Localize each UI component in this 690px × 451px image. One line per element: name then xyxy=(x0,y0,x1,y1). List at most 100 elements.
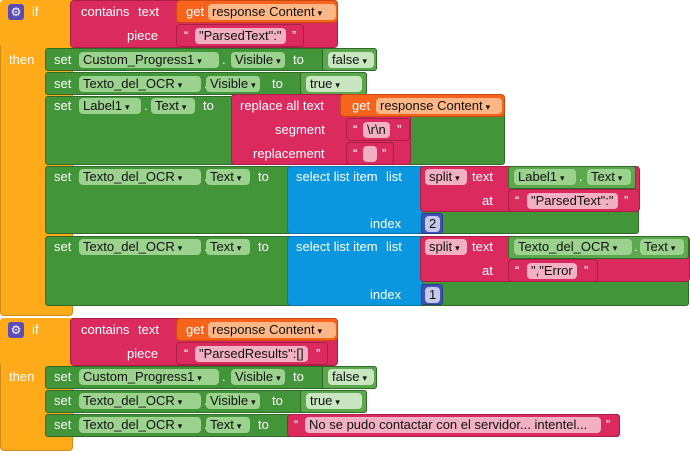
to-label: to xyxy=(272,76,283,91)
chevron-down-icon: ▾ xyxy=(362,56,367,66)
piece-label: piece xyxy=(127,28,159,43)
boolean-dropdown[interactable]: false ▾ xyxy=(328,369,374,385)
set-label: set xyxy=(54,393,72,408)
chevron-down-icon: ▾ xyxy=(612,243,618,253)
dot: . xyxy=(204,76,208,92)
select-list-item-block[interactable] xyxy=(287,166,423,234)
quote-open: “ xyxy=(184,346,189,361)
property-dropdown[interactable]: Text ▾ xyxy=(206,239,250,255)
gear-icon[interactable]: ⚙ xyxy=(8,4,24,20)
variable-dropdown[interactable]: response Content ▾ xyxy=(208,4,336,20)
component-dropdown[interactable]: Label1 ▾ xyxy=(79,98,141,114)
component-dropdown[interactable]: Label1 ▾ xyxy=(514,169,576,185)
replacement-label: replacement xyxy=(253,146,325,161)
to-label: to xyxy=(258,239,269,254)
number-field[interactable]: 2 xyxy=(425,216,441,232)
quote-close: ” xyxy=(382,146,387,161)
split-dropdown[interactable]: split ▾ xyxy=(425,169,467,185)
chevron-down-icon: ▾ xyxy=(617,173,623,183)
number-field[interactable]: 1 xyxy=(425,287,441,303)
property-dropdown[interactable]: Text ▾ xyxy=(206,169,250,185)
quote-open: “ xyxy=(515,263,520,278)
property-dropdown[interactable]: Text ▾ xyxy=(587,169,631,185)
list-label: list xyxy=(386,169,402,184)
quote-open: “ xyxy=(184,28,189,43)
chevron-down-icon: ▾ xyxy=(197,56,202,66)
property-dropdown[interactable]: Visible ▾ xyxy=(206,76,260,92)
dot: . xyxy=(144,98,148,113)
chevron-down-icon: ▾ xyxy=(670,243,676,253)
piece-label: piece xyxy=(127,346,159,361)
quote-close: ” xyxy=(624,193,629,208)
chevron-down-icon: ▾ xyxy=(181,102,187,112)
set-label: set xyxy=(54,76,72,91)
chevron-down-icon: ▾ xyxy=(276,56,281,66)
get-label: get xyxy=(352,98,371,113)
chevron-down-icon: ▾ xyxy=(236,421,242,431)
quote-close: ” xyxy=(584,263,589,278)
dot: . xyxy=(204,393,208,409)
dot: . xyxy=(222,369,226,384)
variable-dropdown[interactable]: response Content ▾ xyxy=(376,98,502,114)
gear-icon[interactable]: ⚙ xyxy=(8,322,24,338)
select-list-item-block[interactable] xyxy=(287,236,423,306)
dot: . xyxy=(204,417,208,433)
text-literal-field[interactable]: "ParsedText":" xyxy=(195,28,286,44)
chevron-down-icon: ▾ xyxy=(197,373,202,383)
boolean-dropdown[interactable]: true ▾ xyxy=(306,76,362,92)
dot: . xyxy=(634,239,638,254)
split-dropdown[interactable]: split ▾ xyxy=(425,239,467,255)
text-literal-field[interactable] xyxy=(363,146,377,162)
component-dropdown[interactable]: Texto_del_OCR ▾ xyxy=(79,393,201,409)
chevron-down-icon: ▾ xyxy=(251,80,256,90)
chevron-down-icon: ▾ xyxy=(236,173,242,183)
property-dropdown[interactable]: Text ▾ xyxy=(640,239,684,255)
chevron-down-icon: ▾ xyxy=(177,397,183,407)
to-label: to xyxy=(293,369,304,384)
to-label: to xyxy=(203,98,214,113)
list-label: list xyxy=(386,239,402,254)
component-dropdown[interactable]: Texto_del_OCR ▾ xyxy=(79,169,201,185)
if-label: if xyxy=(32,322,39,337)
property-dropdown[interactable]: Text ▾ xyxy=(151,98,195,114)
property-dropdown[interactable]: Visible ▾ xyxy=(206,393,260,409)
if-label: if xyxy=(32,4,39,19)
quote-open: “ xyxy=(515,193,520,208)
component-dropdown[interactable]: Custom_Progress1 ▾ xyxy=(79,52,219,68)
component-dropdown[interactable]: Custom_Progress1 ▾ xyxy=(79,369,219,385)
text-literal-field[interactable]: No se pudo contactar con el servidor... … xyxy=(305,417,601,433)
property-dropdown[interactable]: Text ▾ xyxy=(206,417,250,433)
component-dropdown[interactable]: Texto_del_OCR ▾ xyxy=(514,239,632,255)
variable-dropdown[interactable]: response Content ▾ xyxy=(208,322,336,338)
chevron-down-icon: ▾ xyxy=(125,102,130,112)
get-label: get xyxy=(186,322,205,337)
chevron-down-icon: ▾ xyxy=(236,243,242,253)
quote-close: ” xyxy=(316,346,321,361)
set-label: set xyxy=(54,417,72,432)
component-dropdown[interactable]: Texto_del_OCR ▾ xyxy=(79,417,201,433)
text-literal-field[interactable]: "ParsedText":" xyxy=(527,193,618,209)
text-literal-field[interactable]: ","Error xyxy=(527,263,577,279)
quote-close: ” xyxy=(397,122,402,137)
index-label: index xyxy=(370,216,402,231)
quote-close: ” xyxy=(292,28,297,43)
boolean-dropdown[interactable]: false ▾ xyxy=(328,52,374,68)
boolean-dropdown[interactable]: true ▾ xyxy=(306,393,362,409)
chevron-down-icon: ▾ xyxy=(177,80,183,90)
contains-label: contains xyxy=(81,322,130,337)
chevron-down-icon: ▾ xyxy=(485,102,491,112)
to-label: to xyxy=(272,393,283,408)
set-label: set xyxy=(54,52,72,67)
dot: . xyxy=(222,52,226,67)
text-literal-field[interactable]: \r\n xyxy=(363,122,390,138)
get-label: get xyxy=(186,4,205,19)
text-literal-field[interactable]: "ParsedResults":[] xyxy=(195,346,308,362)
replace-all-label: replace all text xyxy=(240,98,324,113)
property-dropdown[interactable]: Visible ▾ xyxy=(231,52,285,68)
dot: . xyxy=(204,239,208,255)
set-label: set xyxy=(54,98,72,113)
quote-open: “ xyxy=(294,417,299,432)
property-dropdown[interactable]: Visible ▾ xyxy=(231,369,285,385)
component-dropdown[interactable]: Texto_del_OCR ▾ xyxy=(79,239,201,255)
component-dropdown[interactable]: Texto_del_OCR ▾ xyxy=(79,76,201,92)
